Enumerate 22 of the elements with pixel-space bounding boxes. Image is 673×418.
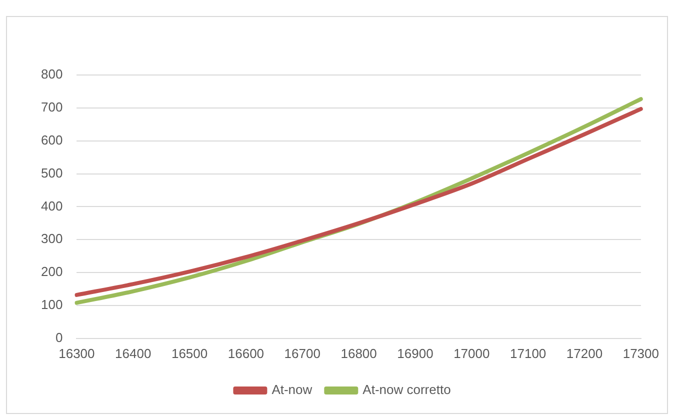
x-tick-label: 16700	[284, 346, 320, 361]
y-tick-label: 700	[40, 100, 63, 115]
x-tick-label: 17100	[510, 346, 546, 361]
legend-label: At-now corretto	[362, 382, 451, 398]
y-tick-label: 100	[40, 297, 63, 312]
y-tick-label: 0	[55, 330, 63, 345]
x-tick-label: 17200	[566, 346, 603, 361]
y-tick-label: 300	[40, 231, 63, 246]
y-tick-label: 600	[40, 132, 63, 148]
y-tick-label: 200	[40, 264, 63, 280]
legend-label: At-now	[272, 382, 313, 398]
y-tick-label: 800	[40, 66, 63, 82]
x-tick-label: 17300	[622, 346, 660, 361]
x-tick-label: 16600	[228, 346, 264, 361]
x-tick-label: 16500	[171, 346, 208, 361]
y-tick-label: 400	[40, 198, 63, 214]
x-tick-label: 16800	[340, 346, 377, 361]
x-tick-label: 16400	[115, 346, 152, 361]
y-tick-label: 500	[40, 165, 63, 180]
x-tick-label: 16900	[397, 346, 434, 361]
x-tick-label: 17000	[454, 346, 490, 361]
x-tick-label: 16300	[58, 346, 95, 361]
